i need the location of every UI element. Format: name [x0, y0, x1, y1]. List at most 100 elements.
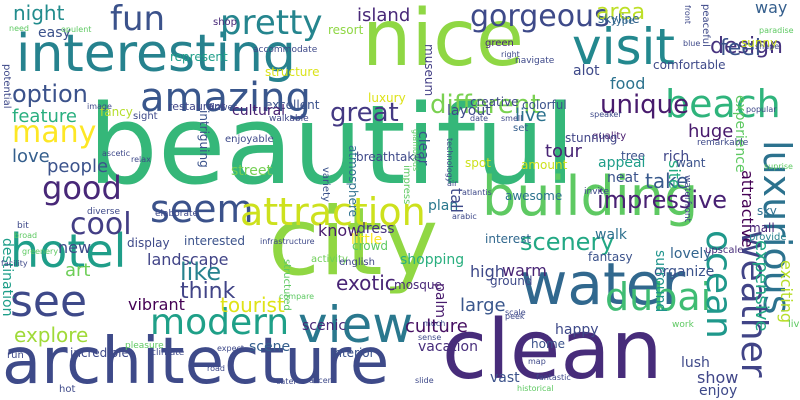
- word-restaurant: restaurant: [168, 100, 226, 113]
- word-walkable: walkable: [269, 114, 309, 124]
- word-unique: unique: [600, 90, 690, 120]
- word-love: love: [12, 146, 50, 167]
- word-shopping: shopping: [400, 252, 465, 268]
- word-easy: easy: [38, 25, 71, 41]
- word-see: see: [10, 276, 88, 327]
- word-luxury: luxury: [368, 91, 406, 105]
- word-scene: scene: [249, 339, 291, 355]
- word-crowd: crowd: [352, 239, 389, 253]
- word-neat: neat: [607, 170, 639, 186]
- word-know: know: [318, 221, 361, 240]
- word-excellent: excellent: [265, 98, 320, 112]
- word-invite: invite: [584, 187, 610, 197]
- word-good: good: [42, 169, 122, 207]
- word-amount: amount: [521, 158, 568, 172]
- word-awesome: awesome: [505, 189, 563, 203]
- word-broad: broad: [14, 231, 38, 240]
- word-enjoyable: enjoyable: [225, 134, 274, 145]
- word-rich: rich: [663, 149, 690, 165]
- word-impressive: impressive: [597, 186, 728, 214]
- word-cultural: cultural: [232, 103, 286, 119]
- word-attraction: attraction: [240, 190, 426, 234]
- word-walk: walk: [595, 227, 628, 243]
- word-waterfront: waterfront: [682, 175, 692, 223]
- word-accent: accent: [309, 376, 336, 385]
- word-smell: smell: [501, 114, 523, 123]
- word-beautiful: beautiful: [88, 81, 576, 209]
- word-slide: slide: [415, 376, 434, 385]
- word-modern: modern: [150, 302, 290, 343]
- word-happy: happy: [555, 322, 599, 338]
- word-feel: feel: [720, 36, 761, 61]
- word-weather: weather: [733, 230, 774, 378]
- word-dress: dress: [357, 221, 395, 237]
- word-interior: interior: [331, 346, 375, 360]
- word-gorgeous: gorgeous: [470, 0, 610, 34]
- word-vibrant: vibrant: [128, 295, 185, 314]
- word-quality: quality: [592, 131, 627, 142]
- word-impress: impress: [401, 165, 412, 205]
- word-nice: nice: [362, 0, 524, 84]
- word-want: want: [676, 156, 706, 170]
- word-road: road: [207, 364, 225, 373]
- word-exotic: exotic: [336, 271, 396, 295]
- word-luxurious: luxurious: [755, 140, 799, 315]
- word-attractive: attractive: [738, 170, 757, 248]
- word-incredible: incredible: [70, 346, 129, 360]
- word-expensive: expensive: [751, 240, 772, 332]
- word-home: home: [531, 337, 566, 351]
- word-plan: plan: [428, 198, 459, 214]
- word-hotel: hotel: [10, 224, 127, 278]
- word-art: art: [65, 260, 91, 281]
- word-interest: interest: [485, 232, 532, 246]
- word-take: take: [645, 169, 689, 193]
- word-provide: provide: [749, 232, 787, 243]
- word-colorful: colorful: [522, 98, 567, 112]
- word-historical: historical: [517, 384, 554, 393]
- word-cool: cool: [70, 207, 132, 242]
- word-vast: vast: [490, 370, 520, 386]
- word-resort: resort: [328, 23, 364, 37]
- word-sunny: sunny: [741, 36, 778, 50]
- word-food: food: [610, 74, 646, 93]
- word-scenic: scenic: [302, 318, 347, 334]
- word-map: map: [528, 357, 546, 366]
- word-fun: fun: [110, 0, 166, 39]
- word-architecture: architecture: [2, 325, 390, 399]
- word-lively: lively: [788, 319, 800, 330]
- word-work: work: [672, 320, 694, 330]
- word-opulent: opulent: [61, 25, 92, 34]
- word-tourist: tourist: [220, 293, 285, 317]
- word-ground: ground: [490, 274, 533, 288]
- word-shape: shape: [755, 42, 780, 51]
- word-many: many: [12, 115, 97, 150]
- word-museum: museum: [422, 44, 436, 97]
- word-lovely: lovely: [670, 246, 712, 262]
- word-structure: structure: [265, 65, 320, 79]
- word-stunning: stunning: [565, 131, 618, 145]
- word-new: new: [58, 238, 92, 257]
- word-popular: popular: [746, 105, 777, 114]
- word-appeal: appeal: [598, 155, 646, 171]
- word-ocean: ocean: [698, 230, 739, 339]
- word-area: area: [596, 0, 646, 25]
- word-hot: hot: [59, 384, 76, 395]
- word-atlantis: atlantis: [462, 188, 492, 197]
- word-navigate: navigate: [515, 56, 555, 66]
- word-type: type: [612, 16, 635, 27]
- word-need: need: [9, 24, 29, 33]
- word-green: green: [485, 38, 514, 49]
- word-represent: represent: [170, 50, 228, 64]
- word-creative: creative: [470, 95, 519, 109]
- word-tall: tall: [447, 188, 466, 213]
- word-structured: structured: [281, 259, 292, 311]
- word-display: display: [127, 236, 170, 250]
- word-island: island: [357, 5, 411, 26]
- word-clear: clear: [415, 131, 431, 166]
- word-live: live: [515, 105, 547, 126]
- word-compare: compare: [279, 292, 315, 301]
- word-fantasy: fantasy: [588, 250, 633, 264]
- word-spot: spot: [465, 156, 491, 170]
- word-huge: huge: [688, 121, 734, 142]
- word-sight: sight: [133, 111, 158, 122]
